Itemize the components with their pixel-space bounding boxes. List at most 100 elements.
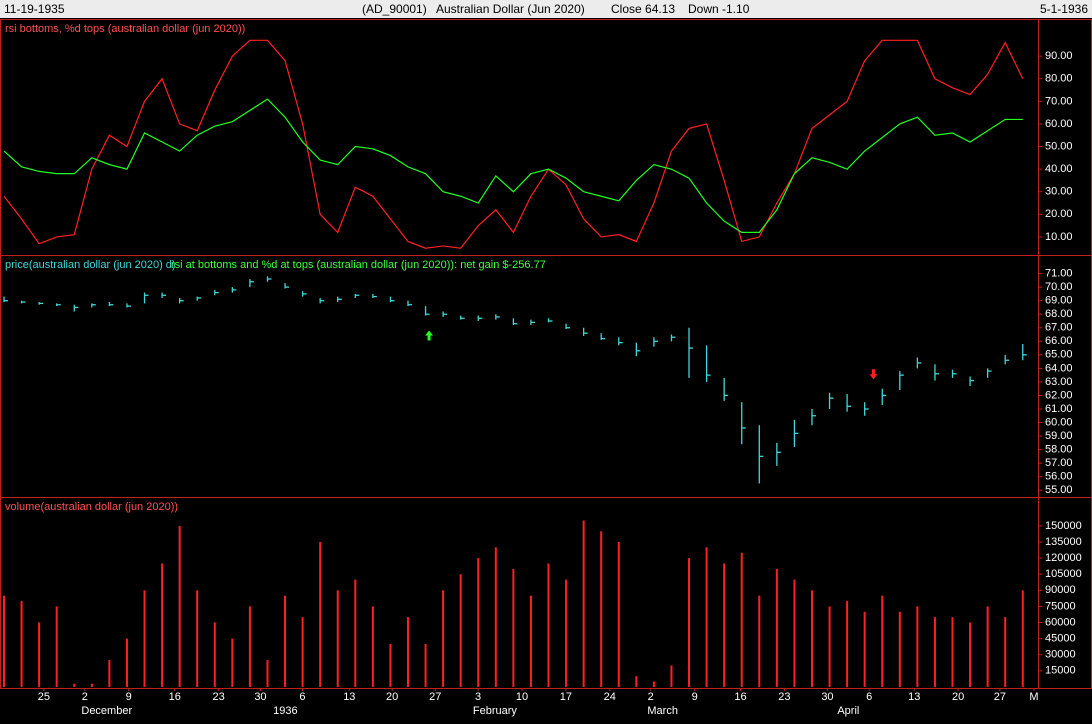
x-tick-label: 9 — [692, 691, 698, 703]
volume-bar — [266, 660, 269, 687]
y-tick-label: 63.00 — [1045, 376, 1073, 388]
panel-border — [0, 497, 1092, 689]
y-tick-label: 90000 — [1045, 584, 1076, 596]
volume-bar — [477, 558, 480, 687]
volume-bar — [161, 563, 164, 687]
volume-bar — [758, 595, 761, 687]
panel-title: price(australian dollar (jun 2020) d) — [5, 259, 176, 271]
volume-bar — [248, 606, 251, 687]
signal-arrow — [425, 330, 434, 341]
volume-bar — [600, 531, 603, 687]
x-tick-label: 30 — [821, 691, 833, 703]
month-label: December — [81, 705, 132, 717]
y-tick-label: 67.00 — [1045, 322, 1073, 334]
volume-bar — [740, 552, 743, 687]
x-tick-label: 16 — [169, 691, 181, 703]
x-tick-label: 6 — [299, 691, 305, 703]
volume-bar — [336, 590, 339, 687]
volume-bar — [881, 595, 884, 687]
volume-bar — [178, 525, 181, 687]
header-bar — [0, 0, 1092, 18]
volume-bar — [389, 643, 392, 687]
panel-subtitle: rsi at bottoms and %d at tops (australia… — [171, 259, 546, 271]
y-tick-label: 68.00 — [1045, 308, 1073, 320]
end-date: 5-1-1936 — [1040, 2, 1088, 16]
y-tick-label: 120000 — [1045, 552, 1082, 564]
panel-title: volume(australian dollar (jun 2020)) — [5, 501, 178, 513]
month-label: February — [473, 705, 518, 717]
y-tick-label: 150000 — [1045, 520, 1082, 532]
volume-bar — [143, 590, 146, 687]
volume-bar — [459, 574, 462, 687]
x-tick-label: 20 — [386, 691, 398, 703]
y-tick-label: 58.00 — [1045, 444, 1073, 456]
y-tick-label: 64.00 — [1045, 362, 1073, 374]
volume-bar — [1021, 590, 1024, 687]
panel-border — [0, 19, 1092, 256]
x-tick-label: 10 — [516, 691, 528, 703]
y-tick-label: 50.00 — [1045, 140, 1073, 152]
volume-bar — [705, 547, 708, 687]
volume-bar — [1004, 617, 1007, 687]
x-tick-label: 9 — [126, 691, 132, 703]
volume-bar — [652, 681, 655, 687]
panel-title: rsi bottoms, %d tops (australian dollar … — [5, 23, 245, 35]
volume-bar — [863, 611, 866, 687]
volume-bar — [512, 568, 515, 687]
volume-bar — [20, 601, 23, 687]
volume-bar — [828, 606, 831, 687]
y-tick-label: 56.00 — [1045, 471, 1073, 483]
signal-arrow — [869, 369, 878, 380]
month-label: March — [647, 705, 678, 717]
volume-bar — [371, 606, 374, 687]
volume-bar — [424, 643, 427, 687]
y-tick-label: 57.00 — [1045, 457, 1073, 469]
line — [3, 39, 1024, 249]
volume-bar — [108, 660, 111, 687]
volume-bar — [3, 595, 5, 687]
volume-bar — [73, 683, 76, 687]
y-tick-label: 20.00 — [1045, 208, 1073, 220]
x-tick-label: 2 — [82, 691, 88, 703]
x-tick-label: M — [1029, 691, 1038, 703]
volume-bar — [494, 547, 497, 687]
volume-bar — [846, 601, 849, 687]
volume-bar — [916, 606, 919, 687]
x-tick-label: 25 — [38, 691, 50, 703]
volume-bar — [688, 558, 691, 687]
volume-bar — [231, 638, 234, 687]
line — [3, 98, 1023, 234]
x-tick-label: 23 — [778, 691, 790, 703]
volume-bar — [406, 617, 409, 687]
volume-bar — [775, 568, 778, 687]
x-tick-label: 30 — [254, 691, 266, 703]
y-tick-label: 60.00 — [1045, 416, 1073, 428]
y-tick-label: 66.00 — [1045, 335, 1073, 347]
x-tick-label: 27 — [429, 691, 441, 703]
y-tick-label: 30.00 — [1045, 186, 1073, 198]
x-tick-label: 16 — [734, 691, 746, 703]
y-tick-label: 69.00 — [1045, 295, 1073, 307]
panel-border — [0, 255, 1092, 498]
x-tick-label: 27 — [994, 691, 1006, 703]
y-tick-label: 65.00 — [1045, 349, 1073, 361]
volume-bar — [529, 595, 532, 687]
x-tick-label: 13 — [343, 691, 355, 703]
symbol: (AD_90001) — [362, 2, 427, 16]
volume-bar — [319, 542, 322, 687]
volume-bar — [125, 638, 128, 687]
volume-bar — [38, 622, 41, 687]
volume-bar — [617, 542, 620, 687]
volume-bar — [55, 606, 58, 687]
y-tick-label: 80.00 — [1045, 73, 1073, 85]
y-tick-label: 30000 — [1045, 649, 1076, 661]
volume-bar — [196, 590, 199, 687]
y-tick-label: 15000 — [1045, 665, 1076, 677]
volume-bar — [670, 665, 673, 687]
volume-bar — [442, 590, 445, 687]
instrument-name: Australian Dollar (Jun 2020) — [436, 2, 585, 16]
month-label: 1936 — [273, 705, 297, 717]
y-tick-label: 70.00 — [1045, 95, 1073, 107]
